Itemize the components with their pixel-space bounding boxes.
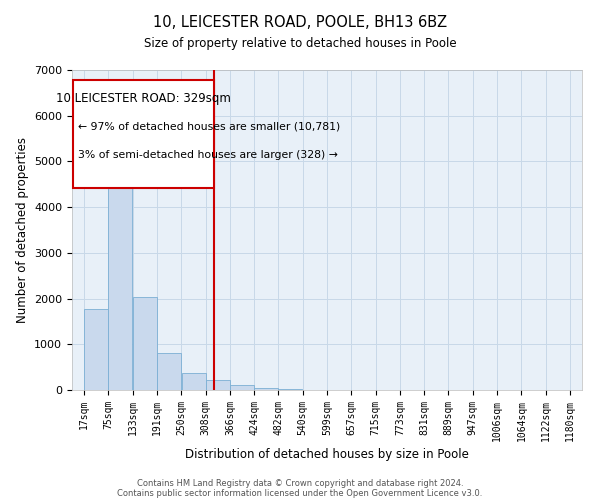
Text: 10, LEICESTER ROAD, POOLE, BH13 6BZ: 10, LEICESTER ROAD, POOLE, BH13 6BZ <box>153 15 447 30</box>
Text: 3% of semi-detached houses are larger (328) →: 3% of semi-detached houses are larger (3… <box>78 150 338 160</box>
Bar <box>157 352 181 390</box>
Bar <box>206 380 230 390</box>
Bar <box>278 388 302 390</box>
X-axis label: Distribution of detached houses by size in Poole: Distribution of detached houses by size … <box>185 448 469 461</box>
Text: Size of property relative to detached houses in Poole: Size of property relative to detached ho… <box>143 38 457 51</box>
Text: 10 LEICESTER ROAD: 329sqm: 10 LEICESTER ROAD: 329sqm <box>56 92 230 106</box>
Bar <box>230 386 254 390</box>
Bar <box>84 308 108 390</box>
FancyBboxPatch shape <box>73 80 214 188</box>
Y-axis label: Number of detached properties: Number of detached properties <box>16 137 29 323</box>
Text: Contains HM Land Registry data © Crown copyright and database right 2024.: Contains HM Land Registry data © Crown c… <box>137 478 463 488</box>
Bar <box>254 388 278 390</box>
Text: ← 97% of detached houses are smaller (10,781): ← 97% of detached houses are smaller (10… <box>78 121 340 131</box>
Bar <box>182 373 206 390</box>
Bar <box>109 127 133 390</box>
Text: Contains public sector information licensed under the Open Government Licence v3: Contains public sector information licen… <box>118 488 482 498</box>
Bar <box>133 296 157 390</box>
